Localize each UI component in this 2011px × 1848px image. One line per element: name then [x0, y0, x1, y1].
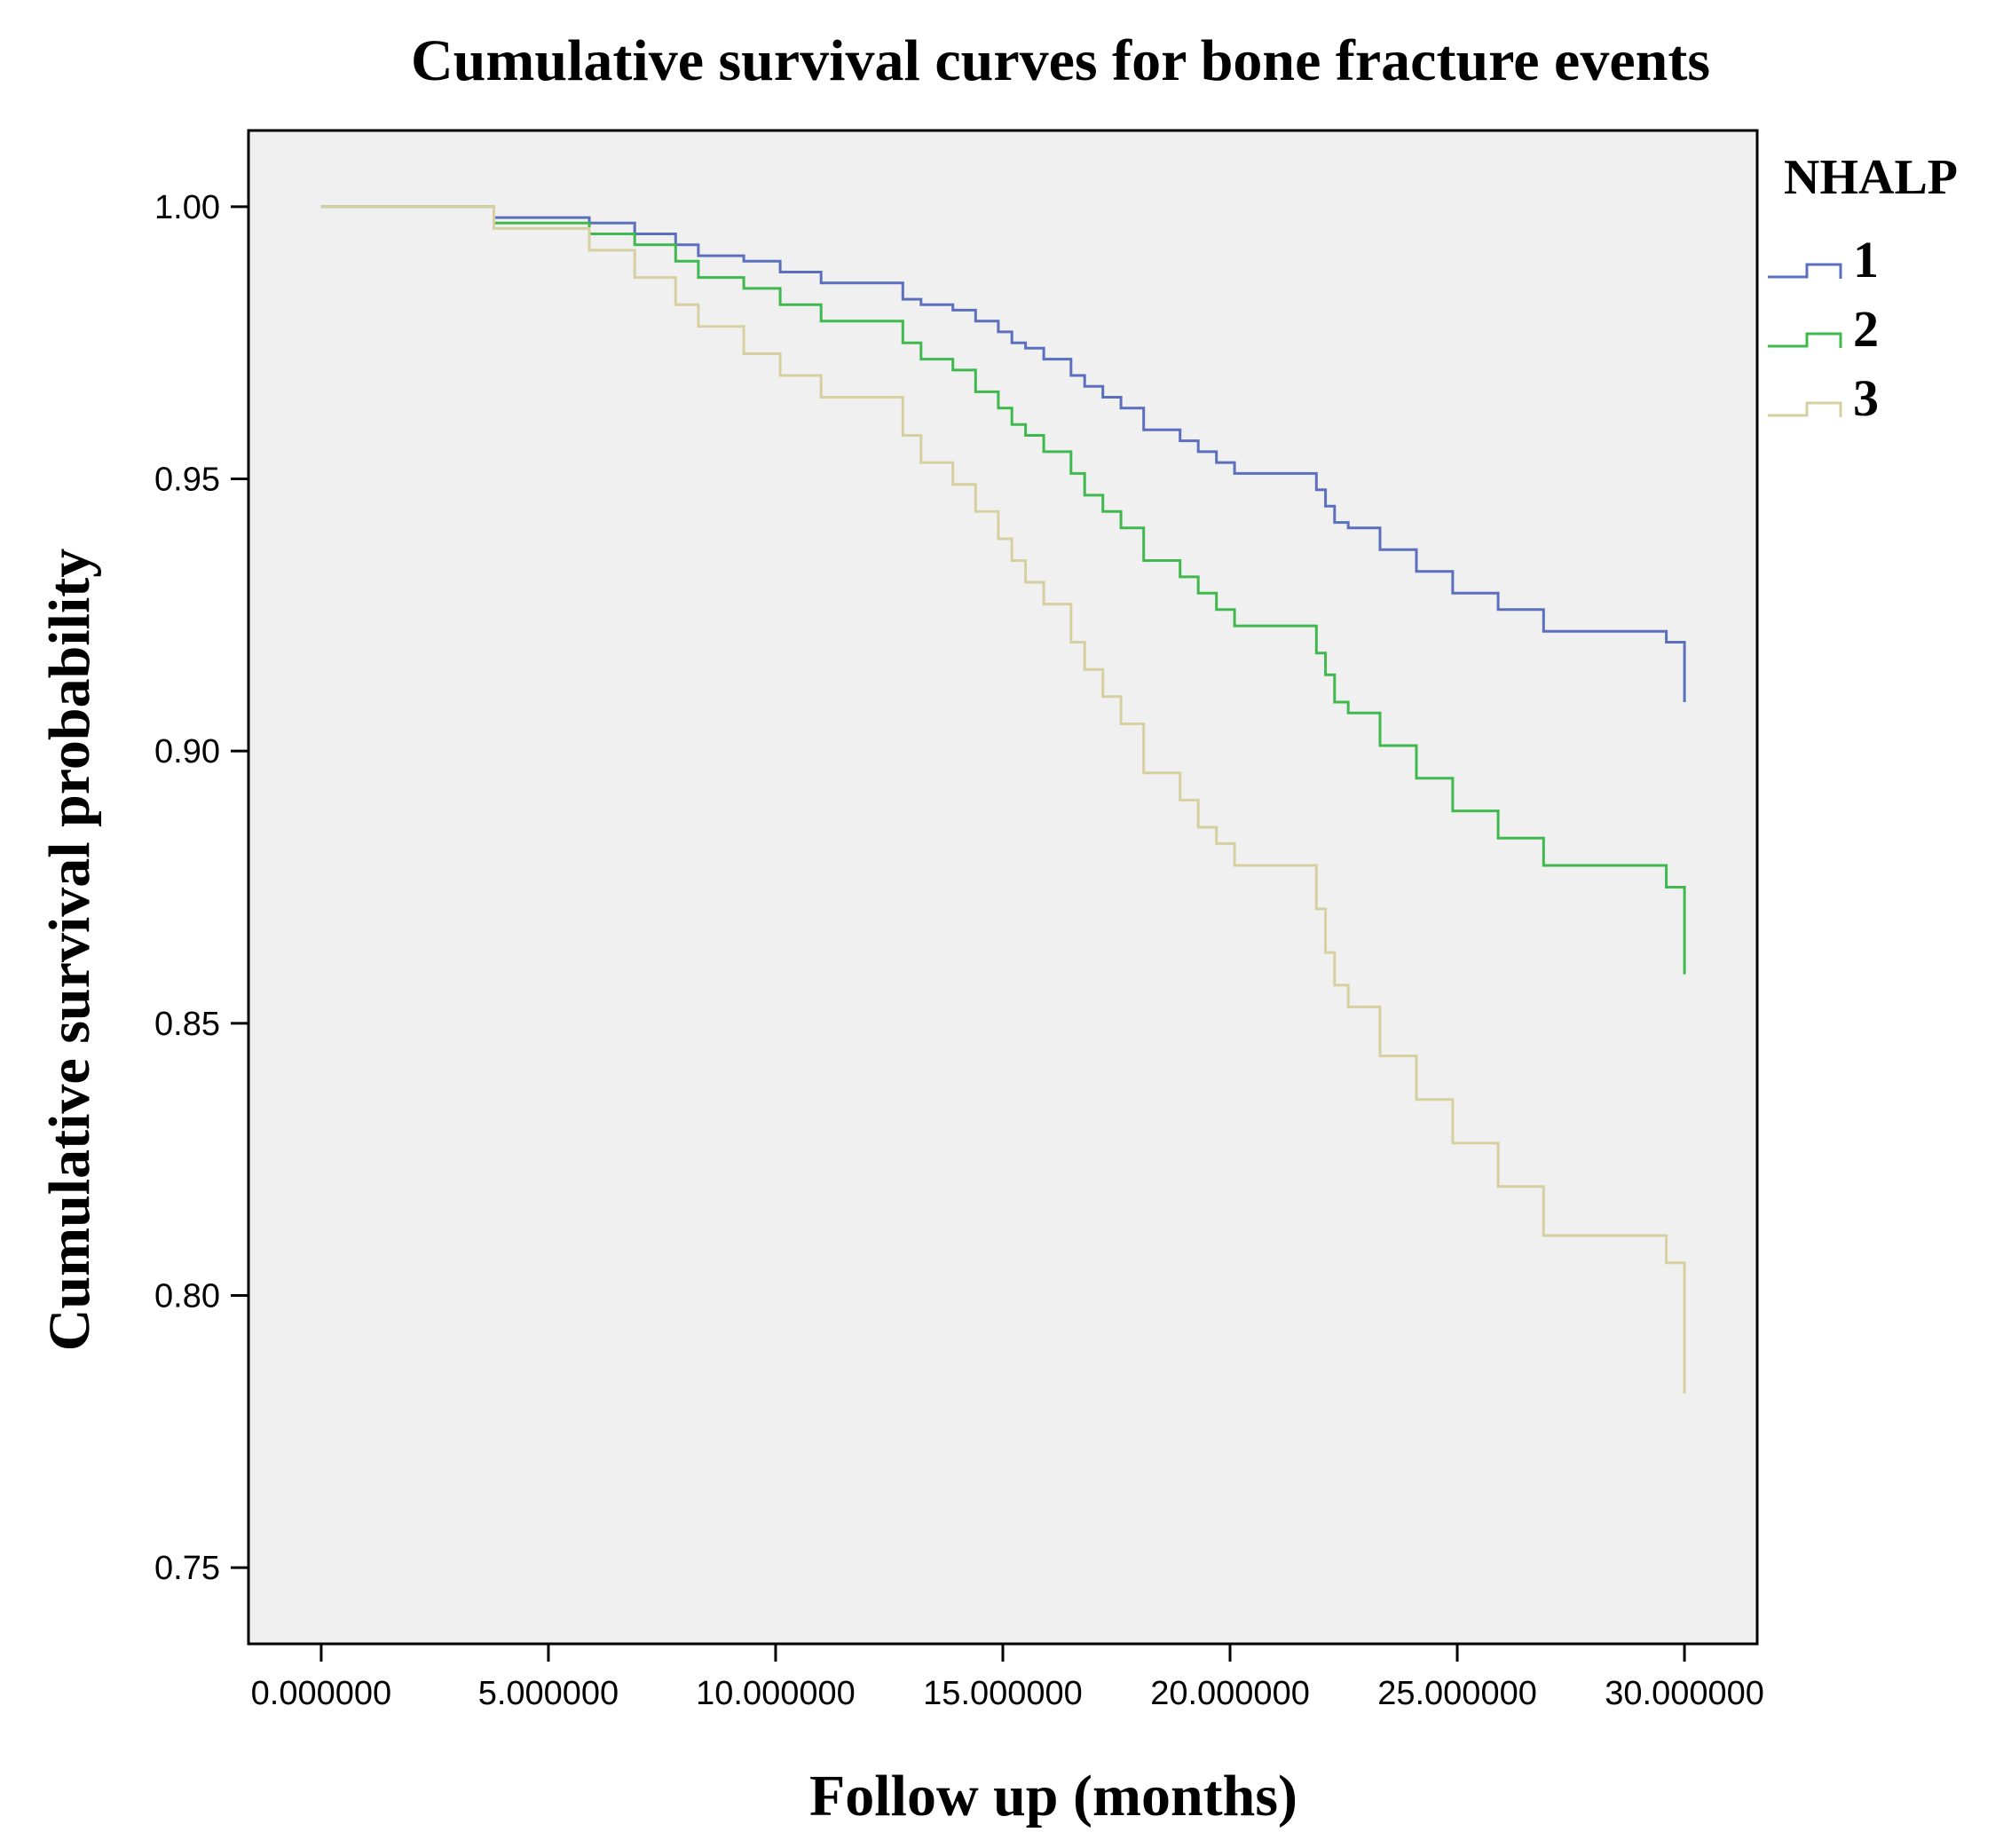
- x-tick-label: 25.000000: [1377, 1675, 1537, 1712]
- y-axis-label: Cumulative survival probability: [37, 549, 102, 1352]
- plot-area: [247, 129, 1759, 1646]
- y-tick-label: 0.90: [154, 733, 220, 770]
- legend-label-2: 2: [1853, 300, 1879, 358]
- y-tick-label: 0.75: [154, 1550, 220, 1587]
- legend-swatch-2: [1768, 332, 1842, 348]
- x-tick-label: 15.000000: [923, 1675, 1083, 1712]
- x-tick-label: 30.000000: [1605, 1675, 1764, 1712]
- x-tick-label: 20.000000: [1150, 1675, 1310, 1712]
- y-tick-label: 0.95: [154, 462, 220, 499]
- series-3-line: [320, 205, 1686, 1394]
- x-tick-label: 5.000000: [478, 1675, 619, 1712]
- series-1-line: [320, 205, 1686, 702]
- x-tick-label: 10.000000: [696, 1675, 856, 1712]
- legend-label-3: 3: [1853, 369, 1879, 427]
- x-axis-label: Follow up (months): [809, 1764, 1297, 1828]
- y-tick-label: 1.00: [154, 189, 220, 226]
- y-tick-label: 0.85: [154, 1006, 220, 1043]
- y-tick-label: 0.80: [154, 1277, 220, 1315]
- series-layer: [320, 205, 1686, 1394]
- legend-label-1: 1: [1853, 231, 1879, 288]
- legend-items: 1 2 3: [1768, 231, 1879, 427]
- x-tick-label: 0.000000: [251, 1675, 392, 1712]
- legend-title: NHALP: [1784, 150, 1958, 205]
- y-axis-ticks: 0.75 0.80 0.85 0.90 0.95 1.00: [154, 189, 248, 1587]
- chart-title: Cumulative survival curves for bone frac…: [411, 28, 1710, 93]
- x-axis-ticks: 0.000000 5.000000 10.000000 15.000000 20.000…: [251, 1644, 1764, 1712]
- series-2-line: [320, 205, 1686, 975]
- legend-swatch-3: [1768, 401, 1842, 417]
- legend: NHALP 1 2 3: [1768, 150, 1958, 427]
- legend-swatch-1: [1768, 263, 1842, 279]
